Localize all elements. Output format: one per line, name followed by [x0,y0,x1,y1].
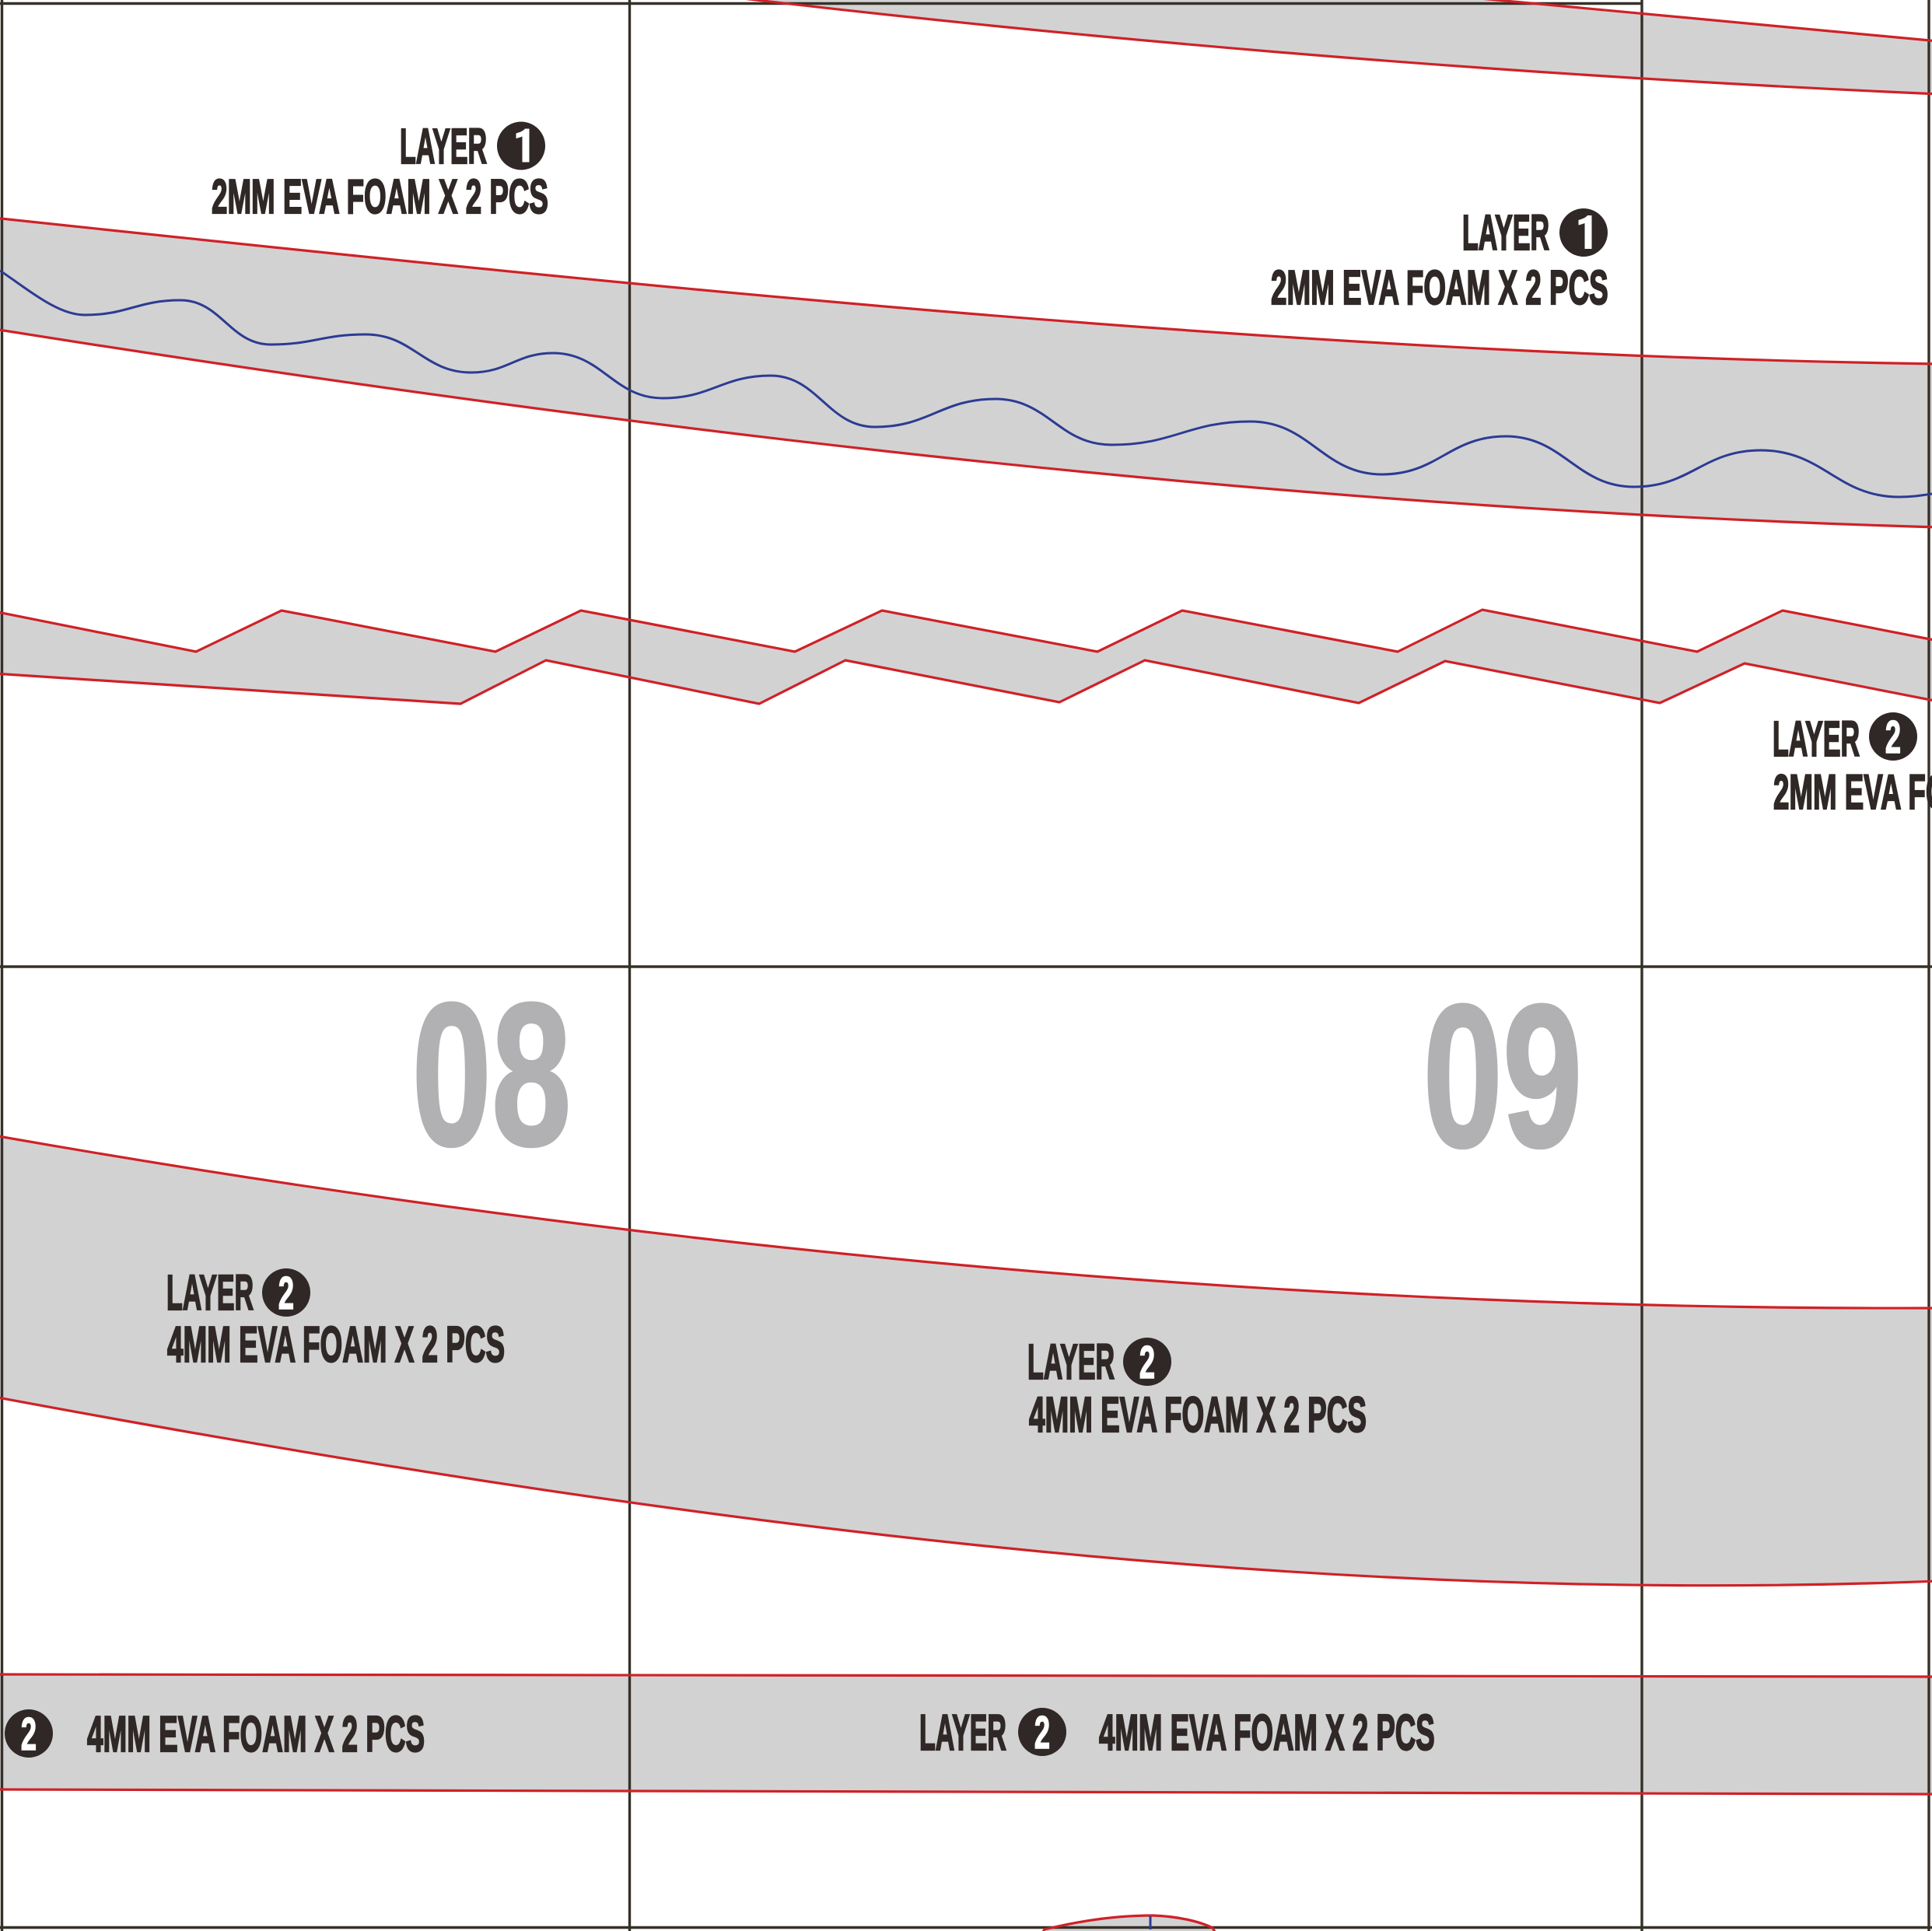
svg-text:2: 2 [278,1268,294,1319]
svg-text:2MM EVA FOAM X 2 PCS: 2MM EVA FOAM X 2 PCS [212,170,548,223]
svg-text:LAYER: LAYER [1027,1335,1115,1390]
svg-text:4MM EVA FOAM X 2 PCS: 4MM EVA FOAM X 2 PCS [167,1317,505,1373]
svg-text:08: 08 [412,960,572,1188]
svg-text:LAYER: LAYER [400,119,487,174]
svg-text:LAYER: LAYER [1462,205,1549,261]
svg-text:2MM EVA FOAM X 2 PCS: 2MM EVA FOAM X 2 PCS [1773,764,1932,820]
svg-text:LAYER: LAYER [166,1265,254,1321]
svg-text:2: 2 [21,1709,37,1760]
svg-text:2: 2 [1034,1708,1050,1758]
svg-text:2: 2 [1139,1338,1155,1388]
svg-text:LAYER: LAYER [919,1704,1006,1761]
svg-text:LAYER: LAYER [1773,712,1860,767]
svg-text:2: 2 [1885,712,1901,763]
svg-text:4MM EVA FOAM X 2 PCS: 4MM EVA FOAM X 2 PCS [87,1706,425,1763]
svg-text:2MM EVA FOAM X 2 PCS: 2MM EVA FOAM X 2 PCS [1271,261,1608,314]
svg-text:4MM EVA FOAM X 2 PCS: 4MM EVA FOAM X 2 PCS [1099,1705,1435,1761]
svg-text:4MM EVA FOAM X 2 PCS: 4MM EVA FOAM X 2 PCS [1029,1388,1367,1443]
svg-text:09: 09 [1423,962,1583,1190]
